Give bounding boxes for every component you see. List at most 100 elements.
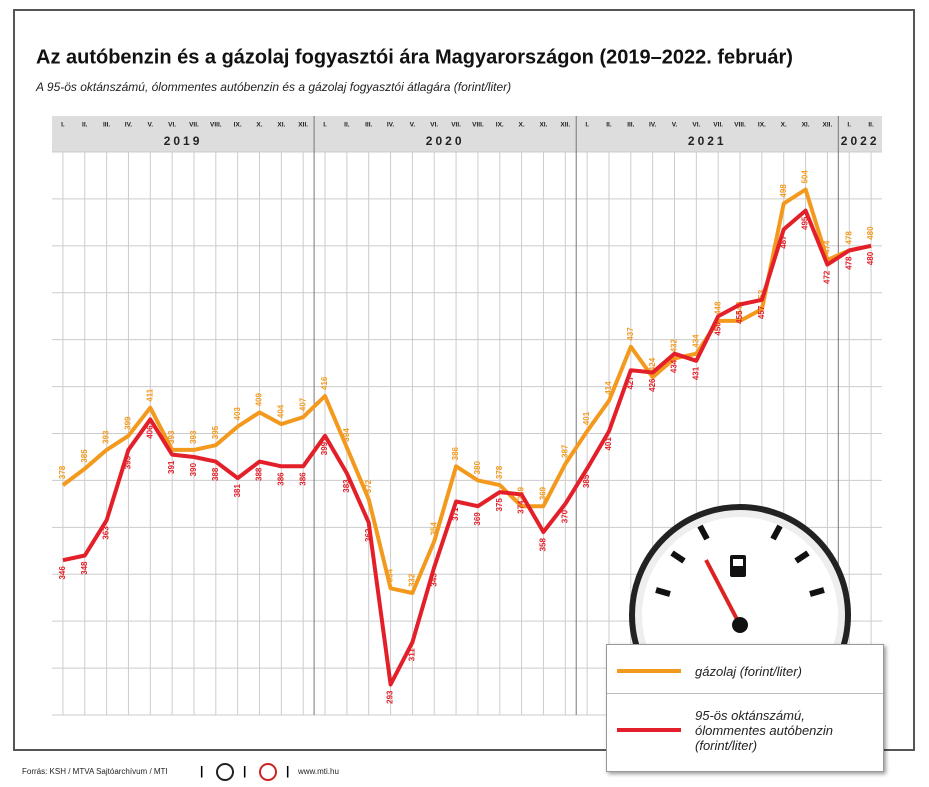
data-label: 354 bbox=[429, 522, 438, 536]
data-label: 437 bbox=[626, 327, 635, 341]
legend-label: 95-ös oktánszámú, ólommentes autóbenzin … bbox=[695, 707, 834, 753]
x-tick-label: X. bbox=[519, 122, 525, 129]
svg-text:|: | bbox=[243, 764, 246, 778]
data-label: 457 bbox=[757, 305, 766, 319]
data-label: 369 bbox=[539, 486, 548, 500]
data-label: 472 bbox=[823, 270, 832, 284]
data-label: 388 bbox=[211, 467, 220, 481]
data-label: 393 bbox=[124, 455, 133, 469]
data-label: 406 bbox=[145, 425, 154, 439]
data-label: 391 bbox=[167, 460, 176, 474]
data-label: 386 bbox=[298, 472, 307, 486]
x-tick-label: VIII. bbox=[210, 122, 222, 129]
year-label: 2019 bbox=[164, 134, 203, 148]
data-label: 372 bbox=[364, 479, 373, 493]
data-label: 487 bbox=[779, 235, 788, 249]
data-label: 478 bbox=[844, 231, 853, 245]
x-tick-label: II. bbox=[868, 122, 874, 129]
x-tick-label: IX. bbox=[758, 122, 766, 129]
data-label: 293 bbox=[386, 690, 395, 704]
x-tick-label: XI. bbox=[802, 122, 810, 129]
year-label: 2022 bbox=[841, 134, 880, 148]
x-tick-label: IX. bbox=[234, 122, 242, 129]
data-label: 390 bbox=[189, 462, 198, 476]
data-label: 450 bbox=[713, 322, 722, 336]
data-label: 348 bbox=[80, 561, 89, 575]
x-tick-label: IV. bbox=[649, 122, 657, 129]
chart-subtitle: A 95-ös oktánszámú, ólommentes autóbenzi… bbox=[35, 80, 511, 94]
chart-title: Az autóbenzin és a gázolaj fogyasztói ár… bbox=[36, 46, 793, 68]
x-tick-label: II. bbox=[344, 122, 350, 129]
x-tick-label: IV. bbox=[387, 122, 395, 129]
year-label: 2020 bbox=[426, 134, 465, 148]
data-label: 381 bbox=[233, 484, 242, 498]
svg-text:|: | bbox=[200, 764, 203, 778]
source: Forrás: KSH / MTVA Sajtóarchívum / MTI bbox=[22, 767, 168, 776]
data-label: 362 bbox=[364, 528, 373, 542]
data-label: 399 bbox=[320, 441, 329, 455]
data-label: 371 bbox=[451, 507, 460, 521]
data-label: 374 bbox=[517, 500, 526, 514]
data-label: 404 bbox=[276, 404, 285, 418]
x-tick-label: I. bbox=[585, 122, 589, 129]
legend-swatch bbox=[617, 728, 681, 732]
series-line bbox=[61, 187, 872, 595]
data-label: 394 bbox=[342, 428, 351, 442]
data-label: 386 bbox=[276, 472, 285, 486]
data-label: 385 bbox=[582, 474, 591, 488]
data-label: 386 bbox=[451, 446, 460, 460]
data-label: 388 bbox=[255, 467, 264, 481]
legend: gázolaj (forint/liter) 95-ös oktánszámú, … bbox=[606, 644, 884, 772]
data-label: 474 bbox=[823, 240, 832, 254]
legend-item: 95-ös oktánszámú, ólommentes autóbenzin … bbox=[607, 693, 883, 766]
x-tick-label: IV. bbox=[125, 122, 133, 129]
data-label: 369 bbox=[473, 512, 482, 526]
data-label: 495 bbox=[801, 216, 810, 230]
x-tick-label: I. bbox=[847, 122, 851, 129]
data-label: 378 bbox=[495, 465, 504, 479]
year-label: 2021 bbox=[688, 134, 727, 148]
x-tick-label: X. bbox=[781, 122, 787, 129]
logos: | | | bbox=[200, 763, 289, 781]
data-label: 426 bbox=[648, 378, 657, 392]
x-tick-label: VII. bbox=[189, 122, 199, 129]
data-label: 498 bbox=[779, 184, 788, 198]
data-label: 393 bbox=[167, 430, 176, 444]
website: www.mti.hu bbox=[297, 767, 339, 776]
x-tick-label: III. bbox=[365, 122, 372, 129]
frame bbox=[13, 9, 915, 751]
data-label: 411 bbox=[145, 388, 154, 401]
x-tick-label: X. bbox=[256, 122, 262, 129]
data-label: 399 bbox=[124, 416, 133, 430]
x-tick-label: II. bbox=[606, 122, 612, 129]
data-label: 383 bbox=[342, 479, 351, 493]
x-tick-label: VIII. bbox=[734, 122, 746, 129]
x-tick-label: XI. bbox=[539, 122, 547, 129]
x-tick-label: XI. bbox=[277, 122, 285, 129]
data-label: 311 bbox=[408, 648, 417, 661]
x-tick-label: VII. bbox=[451, 122, 461, 129]
data-label: 434 bbox=[670, 359, 679, 373]
x-tick-label: II. bbox=[82, 122, 88, 129]
x-tick-label: VII. bbox=[713, 122, 723, 129]
data-label: 431 bbox=[691, 366, 700, 380]
legend-item: gázolaj (forint/liter) bbox=[607, 653, 883, 689]
x-tick-label: VI. bbox=[168, 122, 176, 129]
x-tick-label: IX. bbox=[496, 122, 504, 129]
data-label: 403 bbox=[233, 407, 242, 421]
legend-swatch bbox=[617, 669, 681, 673]
data-label: 387 bbox=[560, 444, 569, 458]
data-label: 478 bbox=[844, 256, 853, 270]
svg-text:|: | bbox=[286, 764, 289, 778]
data-label: 409 bbox=[255, 392, 264, 406]
data-label: 363 bbox=[102, 526, 111, 540]
x-tick-label: V. bbox=[148, 122, 154, 129]
data-label: 378 bbox=[58, 465, 67, 479]
data-label: 332 bbox=[408, 573, 417, 587]
data-label: 407 bbox=[298, 397, 307, 411]
x-tick-label: I. bbox=[61, 122, 65, 129]
data-label: 434 bbox=[691, 334, 700, 348]
x-tick-label: XII. bbox=[298, 122, 308, 129]
data-label: 401 bbox=[604, 437, 613, 451]
